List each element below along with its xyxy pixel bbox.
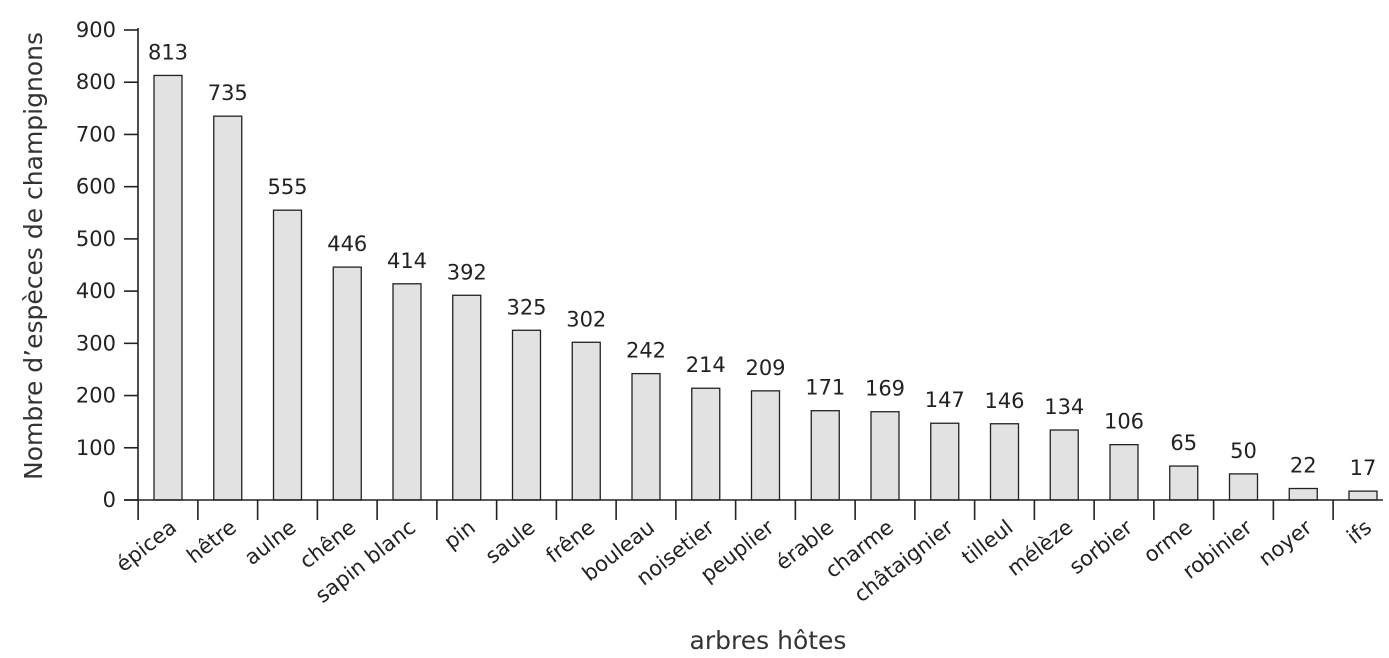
bar-value-label: 813 <box>148 40 188 64</box>
bar <box>1109 443 1139 501</box>
bar <box>1049 429 1079 501</box>
y-tick-label: 300 <box>76 331 116 355</box>
bar-value-label: 171 <box>805 376 845 400</box>
bar-value-label: 242 <box>626 339 666 363</box>
y-axis-title: Nombre d’espèces de champignons <box>19 32 48 480</box>
bar-value-label: 735 <box>208 81 248 105</box>
bar <box>930 422 960 501</box>
x-category-label: épicea <box>112 515 181 577</box>
bar <box>870 411 900 501</box>
bar <box>272 209 303 501</box>
bar <box>691 387 721 501</box>
bar-value-label: 17 <box>1350 456 1377 480</box>
x-category-label: hêtre <box>182 515 241 568</box>
bar-value-label: 302 <box>566 307 606 331</box>
x-axis-title: arbres hôtes <box>690 626 847 655</box>
y-tick-label: 500 <box>76 227 116 251</box>
bar-value-label: 392 <box>447 260 487 284</box>
bar <box>213 115 243 501</box>
y-tick-label: 700 <box>76 122 116 146</box>
bar <box>392 283 422 501</box>
bar-value-label: 22 <box>1290 454 1317 478</box>
x-category-label: ifs <box>1342 515 1376 549</box>
bar-value-label: 214 <box>686 353 726 377</box>
value-labels-layer: 813 735 555 446 414 392 325 302 242 214 209 171 169 1… <box>148 40 1376 480</box>
bar-value-label: 50 <box>1230 439 1257 463</box>
bar <box>810 410 840 501</box>
x-category-label: aulne <box>240 515 301 570</box>
bar-value-label: 209 <box>745 356 785 380</box>
bar-value-label: 325 <box>506 295 546 319</box>
bar-value-label: 146 <box>984 389 1024 413</box>
bar-value-label: 134 <box>1044 395 1084 419</box>
y-tick-label: 600 <box>76 175 116 199</box>
y-tick-label: 200 <box>76 384 116 408</box>
x-category-label: noyer <box>1254 515 1316 571</box>
x-category-label: saule <box>481 515 540 568</box>
bar <box>332 266 362 501</box>
bar-value-label: 414 <box>387 249 427 273</box>
bar <box>1288 487 1318 501</box>
bar-value-label: 65 <box>1170 431 1197 455</box>
bar <box>631 372 661 501</box>
bar-value-label: 106 <box>1104 410 1144 434</box>
y-tick-label: 100 <box>76 436 116 460</box>
x-category-label: sorbier <box>1065 515 1138 579</box>
bar <box>1348 490 1378 501</box>
y-ticks-layer: 0 100 200 300 400 500 600 700 800 900 <box>76 18 138 512</box>
y-tick-label: 800 <box>76 70 116 94</box>
bar-value-label: 147 <box>925 388 965 412</box>
bar <box>452 294 482 501</box>
bar-value-label: 169 <box>865 377 905 401</box>
y-tick-label: 0 <box>103 488 116 512</box>
bar <box>153 74 183 501</box>
bar <box>989 423 1020 501</box>
bars-layer <box>153 74 1378 501</box>
bar <box>571 341 601 501</box>
bar-value-label: 446 <box>327 232 367 256</box>
x-category-label: mélèze <box>1003 515 1078 581</box>
bar <box>511 329 542 501</box>
bar <box>750 390 781 501</box>
y-tick-label: 400 <box>76 279 116 303</box>
bar <box>1169 465 1199 501</box>
y-tick-label: 900 <box>76 18 116 42</box>
y-axis: 0 100 200 300 400 500 600 700 800 900 <box>76 18 139 512</box>
bar-value-label: 555 <box>267 175 307 199</box>
x-category-label: pin <box>439 515 479 554</box>
bar <box>1228 473 1259 501</box>
